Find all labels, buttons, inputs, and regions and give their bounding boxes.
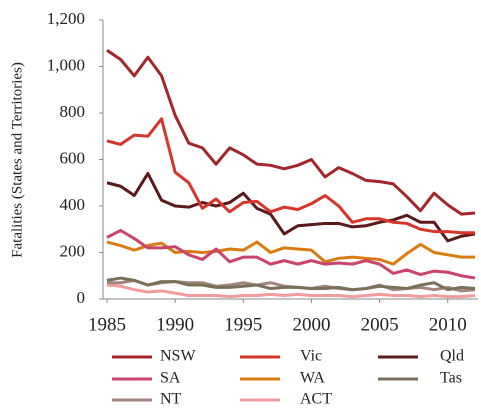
series-line xyxy=(106,240,475,266)
y-tick-label: 800 xyxy=(60,102,86,121)
series-line xyxy=(106,48,476,216)
series-line xyxy=(106,171,476,243)
y-tick-label: 200 xyxy=(60,241,86,260)
legend-label: Tas xyxy=(440,370,462,387)
x-tick-label: 1985 xyxy=(88,314,126,335)
x-tick-label: 1995 xyxy=(224,314,262,335)
x-tick-label: 1990 xyxy=(156,314,194,335)
y-tick-label: 1,200 xyxy=(47,9,85,28)
x-tick-label: 2000 xyxy=(292,314,330,335)
y-tick-label: 1,000 xyxy=(47,55,85,74)
series-line xyxy=(106,276,476,292)
y-tick-label: 400 xyxy=(60,195,86,214)
legend-label: NSW xyxy=(160,348,196,365)
legend-label: Qld xyxy=(440,348,464,365)
series-line xyxy=(106,283,476,299)
legend-label: ACT xyxy=(300,391,332,408)
y-axis-label: Fatalities (States and Territories) xyxy=(9,62,25,258)
series-line xyxy=(106,228,476,280)
series-line xyxy=(106,117,475,235)
legend-label: WA xyxy=(300,370,325,387)
x-tick-label: 2010 xyxy=(429,314,467,335)
y-tick-label: 0 xyxy=(77,288,86,307)
legend-label: Vic xyxy=(300,348,322,365)
x-tick-label: 2005 xyxy=(361,314,399,335)
y-tick-label: 600 xyxy=(60,148,86,167)
legend-label: NT xyxy=(160,391,182,408)
legend-label: SA xyxy=(160,370,181,387)
